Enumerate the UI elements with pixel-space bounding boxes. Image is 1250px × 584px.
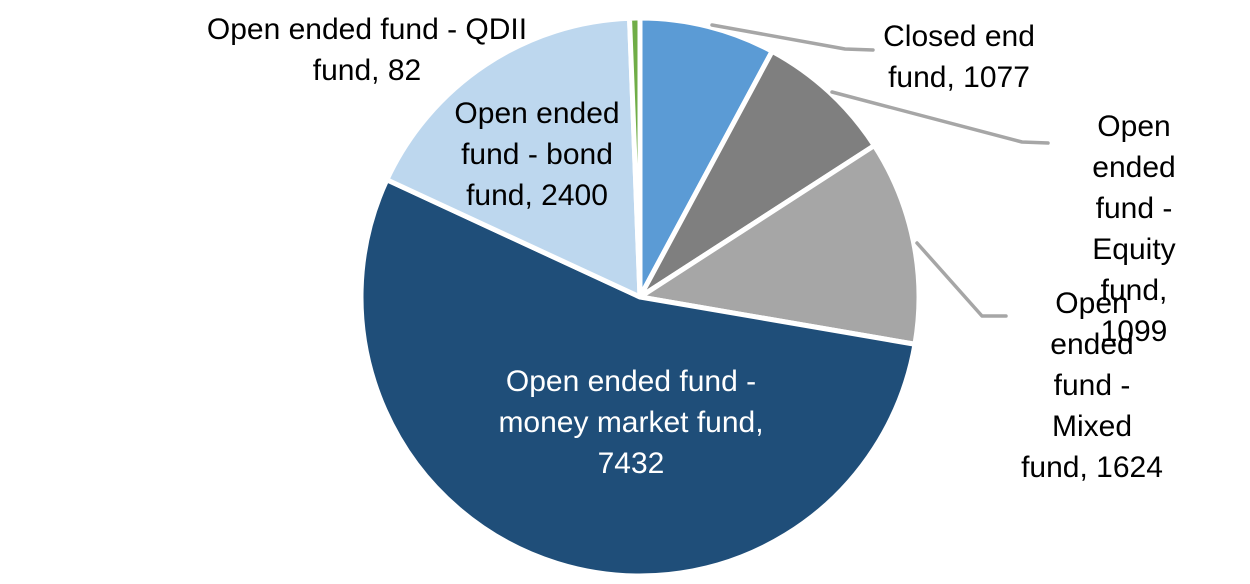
pie-slice-group <box>358 15 922 579</box>
data-label-money-market-fund: Open ended fund - money market fund, 743… <box>498 365 764 480</box>
leader-line-mixed-fund <box>915 241 1008 318</box>
leader-line-closed-end-fund <box>710 23 875 52</box>
pie-slice-closed-end-fund[interactable] <box>637 15 775 300</box>
pie-slice-open-ended-mixed-fund[interactable] <box>637 143 922 347</box>
pie-slice-open-ended-qdii-fund[interactable] <box>627 15 643 300</box>
data-label-equity-fund: Open ended fund - Equity fund, 1099 <box>1092 110 1176 348</box>
data-label-bond-fund: Open ended fund - bond fund, 2400 <box>454 97 620 212</box>
data-label-closed-end-fund: Closed end fund, 1077 <box>883 20 1035 94</box>
pie-slice-open-ended-equity-fund[interactable] <box>637 48 877 300</box>
data-label-mixed-fund: Open ended fund - Mixed fund, 1624 <box>1021 287 1163 484</box>
leader-line-group <box>710 23 1050 318</box>
pie-slice-open-ended-money-market-fund[interactable] <box>358 177 918 579</box>
leader-line-equity-fund <box>830 90 1050 145</box>
data-label-qdii-fund: Open ended fund - QDII fund, 82 <box>206 13 528 87</box>
pie-slice-open-ended-bond-fund[interactable] <box>384 15 643 300</box>
